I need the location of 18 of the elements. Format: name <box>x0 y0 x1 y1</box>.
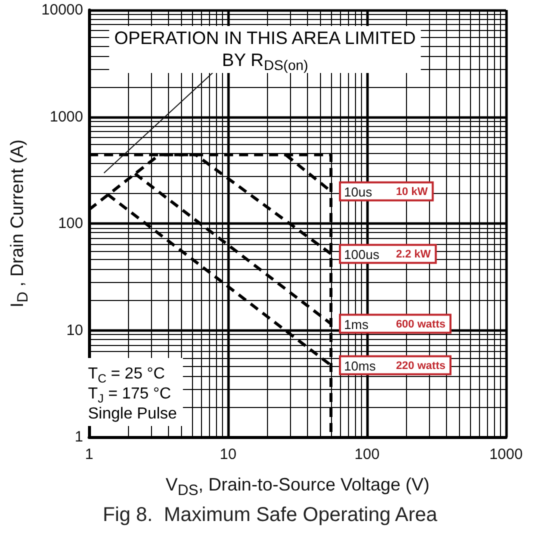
y-tick-label: 100 <box>58 215 84 232</box>
series-label: 1ms <box>344 316 370 332</box>
annotation: 600 watts <box>396 318 446 330</box>
y-tick-label: 1000 <box>50 108 84 126</box>
series-label: 10ms <box>344 358 376 374</box>
y-axis-title: ID , Drain Current (A) <box>7 140 32 308</box>
annotation: 2.2 kW <box>396 248 432 260</box>
series-label: 10us <box>344 184 373 200</box>
annotation: 220 watts <box>396 360 446 372</box>
x-tick-label: 1000 <box>489 446 523 463</box>
y-tick-label: 1 <box>74 428 84 446</box>
y-tick-label: 10000 <box>41 2 84 18</box>
series-label: 100us <box>344 246 380 262</box>
y-tick-label: 10 <box>66 322 84 339</box>
x-tick-label: 100 <box>354 446 380 463</box>
annotation: 10 kW <box>396 186 428 198</box>
text: Fig 8. Maximum Safe Operating Area <box>102 504 438 526</box>
x-tick-label: 10 <box>220 446 236 463</box>
